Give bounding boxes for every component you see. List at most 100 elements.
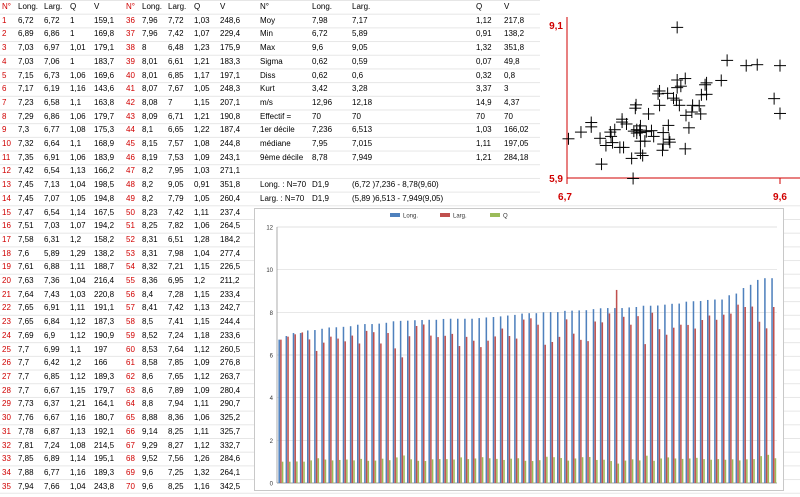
stats-cell: 1,03 bbox=[476, 125, 492, 135]
stats-cell: 12,96 bbox=[312, 97, 333, 107]
stats-cell: 4,37 bbox=[504, 97, 520, 107]
table-cell: 8,4 bbox=[142, 289, 154, 299]
bar bbox=[358, 343, 361, 483]
table-cell: 1,16 bbox=[70, 413, 86, 423]
bar bbox=[314, 330, 316, 483]
table-row: 25 7,7 6,99 1,1 197 60 8,53 7,64 1,12 260,5 bbox=[0, 343, 254, 357]
bar-svg: 0 2 4 6 8 10 12 Long. Larg. Q bbox=[266, 213, 777, 488]
y-tick-label: 12 bbox=[266, 226, 273, 232]
stats-cell: 284,18 bbox=[504, 152, 529, 162]
stats-cell: 6,513 bbox=[352, 125, 373, 135]
bar bbox=[710, 459, 712, 483]
table-cell: 7,85 bbox=[18, 454, 34, 464]
bar bbox=[567, 460, 570, 483]
bar bbox=[410, 459, 412, 483]
table-cell: 69 bbox=[126, 467, 135, 477]
table-row: 35 7,94 7,66 1,04 243,8 70 9,6 8,25 1,16 342,5 bbox=[0, 480, 254, 494]
stats-cell: 3,37 bbox=[476, 84, 492, 94]
table-cell: 6,19 bbox=[44, 84, 60, 94]
table-cell: 1,15 bbox=[194, 289, 210, 299]
table-cell: 53 bbox=[126, 248, 135, 258]
table-row: 2 6,89 6,86 1 169,8 37 7,96 7,42 1,07 229,4 bbox=[0, 27, 254, 41]
bar bbox=[737, 304, 739, 483]
bar bbox=[687, 324, 689, 483]
bar bbox=[653, 460, 655, 483]
y-tick-label: 8 bbox=[270, 311, 274, 317]
table-cell: 7,42 bbox=[18, 166, 34, 176]
table-cell: 214,5 bbox=[94, 440, 115, 450]
scatter-point bbox=[636, 149, 649, 162]
scatter-point bbox=[679, 72, 692, 85]
table-cell: 7,21 bbox=[168, 262, 184, 272]
table-cell: 34 bbox=[2, 467, 11, 477]
table-cell: 1 bbox=[70, 15, 75, 25]
stats-cell: 6,72 bbox=[312, 29, 328, 39]
table-cell: 7,53 bbox=[168, 152, 184, 162]
bar bbox=[774, 458, 777, 483]
bar bbox=[515, 338, 518, 483]
bar bbox=[424, 461, 427, 483]
table-cell: 195,1 bbox=[94, 454, 115, 464]
table-cell: 9,6 bbox=[142, 467, 154, 477]
table-cell: 233,6 bbox=[220, 330, 241, 340]
table-cell: 7,24 bbox=[168, 330, 184, 340]
bar bbox=[428, 319, 430, 483]
scatter-chart: 6,7 9,6 5,9 9,1 bbox=[540, 0, 800, 205]
stats-cell bbox=[396, 82, 474, 96]
bar bbox=[508, 336, 511, 483]
table-cell: 6,87 bbox=[44, 426, 60, 436]
table-cell: 7,94 bbox=[168, 399, 184, 409]
scatter-point bbox=[605, 130, 618, 143]
table-cell: 6,85 bbox=[44, 371, 60, 381]
table-cell: 7,35 bbox=[18, 152, 34, 162]
table-row: 24 7,69 6,9 1,12 190,9 59 8,52 7,24 1,18 233,6 bbox=[0, 329, 254, 343]
bar bbox=[565, 319, 568, 483]
table-cell: 164,1 bbox=[94, 399, 115, 409]
stats-cell: 7,98 bbox=[312, 15, 328, 25]
bar bbox=[335, 327, 338, 483]
table-cell: 17 bbox=[2, 234, 11, 244]
bar bbox=[372, 332, 375, 483]
bar bbox=[596, 459, 598, 483]
table-cell: 1,14 bbox=[70, 207, 86, 217]
table-cell: 7,25 bbox=[168, 467, 184, 477]
table-cell: 12 bbox=[2, 166, 11, 176]
table-cell: 1,05 bbox=[70, 193, 86, 203]
bar bbox=[360, 458, 362, 483]
bar bbox=[408, 336, 411, 483]
bar bbox=[688, 458, 691, 483]
table-cell: 1,18 bbox=[194, 330, 210, 340]
table-cell: 237,4 bbox=[220, 207, 241, 217]
bar bbox=[330, 336, 332, 483]
bar bbox=[685, 301, 688, 483]
table-cell: 1,08 bbox=[70, 440, 86, 450]
stats-cell: Kurt bbox=[260, 84, 275, 94]
table-cell: 7,51 bbox=[18, 221, 34, 231]
bar bbox=[487, 340, 489, 483]
bar bbox=[458, 346, 461, 483]
scatter-point bbox=[653, 84, 666, 97]
table-cell: 6,71 bbox=[168, 111, 184, 121]
table-cell: 1,06 bbox=[70, 70, 86, 80]
scatter-svg: 6,7 9,6 5,9 9,1 bbox=[549, 17, 800, 203]
scatter-point bbox=[693, 99, 706, 112]
table-cell: 68 bbox=[126, 454, 135, 464]
table-cell: 290,7 bbox=[220, 399, 241, 409]
table-cell: 7,73 bbox=[18, 399, 34, 409]
table-cell: 19 bbox=[2, 262, 11, 272]
bar bbox=[622, 316, 625, 483]
table-cell: 179,7 bbox=[94, 111, 115, 121]
table-cell: 7,15 bbox=[18, 70, 34, 80]
bar bbox=[564, 310, 566, 483]
scatter-point bbox=[662, 119, 675, 132]
table-cell: 8,23 bbox=[142, 207, 158, 217]
scatter-point bbox=[671, 81, 684, 94]
table-row: 23 7,65 6,84 1,12 187,3 58 8,5 7,41 1,15 244,4 bbox=[0, 315, 254, 329]
stats-cell: 217,8 bbox=[504, 15, 525, 25]
table-row: 20 7,63 7,36 1,04 216,4 55 8,36 6,95 1,2 211,2 bbox=[0, 274, 254, 288]
table-cell: 25 bbox=[2, 344, 11, 354]
table-cell: 7,13 bbox=[44, 180, 60, 190]
bar bbox=[453, 459, 455, 483]
bar bbox=[658, 329, 661, 483]
table-cell: 7,24 bbox=[44, 440, 60, 450]
